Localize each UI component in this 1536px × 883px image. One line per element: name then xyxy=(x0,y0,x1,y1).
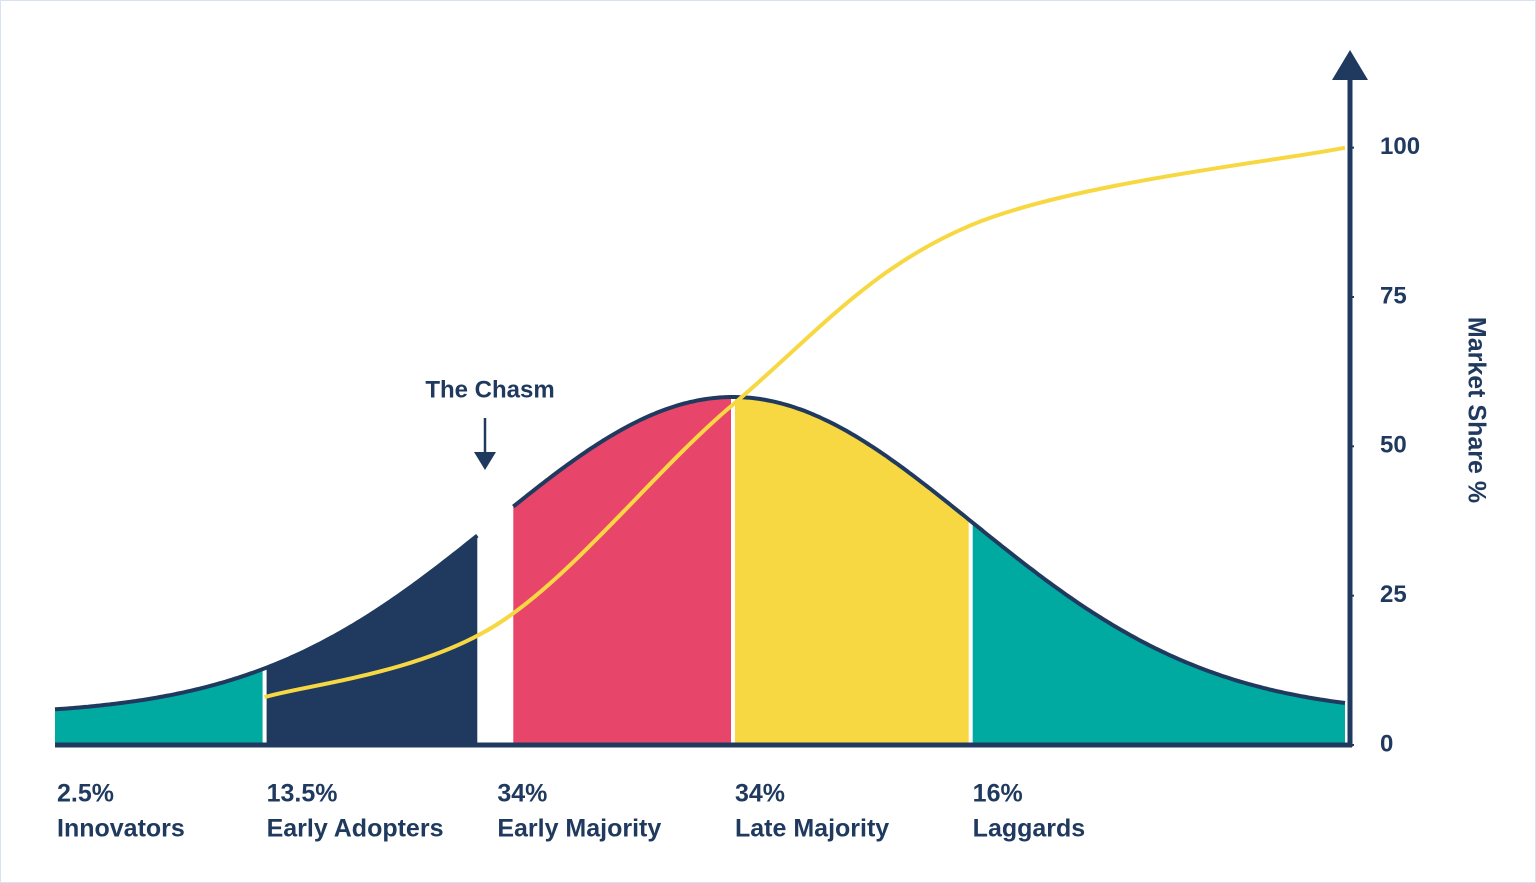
y-axis-arrow xyxy=(1332,50,1368,80)
chasm-label: The Chasm xyxy=(425,376,554,403)
chasm-arrowhead xyxy=(474,452,496,470)
curve-outline xyxy=(54,534,479,712)
adoption-curve xyxy=(264,145,1346,700)
value-label: 16% xyxy=(973,780,1023,808)
category-label: Early Adopters xyxy=(267,815,444,843)
category-label: Early Majority xyxy=(497,815,661,843)
value-label: 2.5% xyxy=(57,780,114,808)
segment xyxy=(55,669,263,745)
y-axis-label: Market Share % xyxy=(1462,317,1490,503)
y-tick-label: 50 xyxy=(1380,432,1407,459)
curve-outline xyxy=(512,395,1346,705)
y-tick-label: 0 xyxy=(1380,730,1393,757)
category-label: Laggards xyxy=(973,815,1086,843)
category-label: Late Majority xyxy=(735,815,889,843)
segment xyxy=(735,397,969,745)
y-tick-label: 75 xyxy=(1380,282,1407,309)
segment xyxy=(266,535,478,745)
y-tick-label: 100 xyxy=(1380,133,1420,160)
value-label: 34% xyxy=(497,780,547,808)
value-label: 13.5% xyxy=(267,780,338,808)
y-tick-label: 25 xyxy=(1380,581,1407,608)
segment xyxy=(513,397,731,745)
segment xyxy=(972,522,1345,745)
category-label: Innovators xyxy=(57,815,185,843)
value-label: 34% xyxy=(735,780,785,808)
